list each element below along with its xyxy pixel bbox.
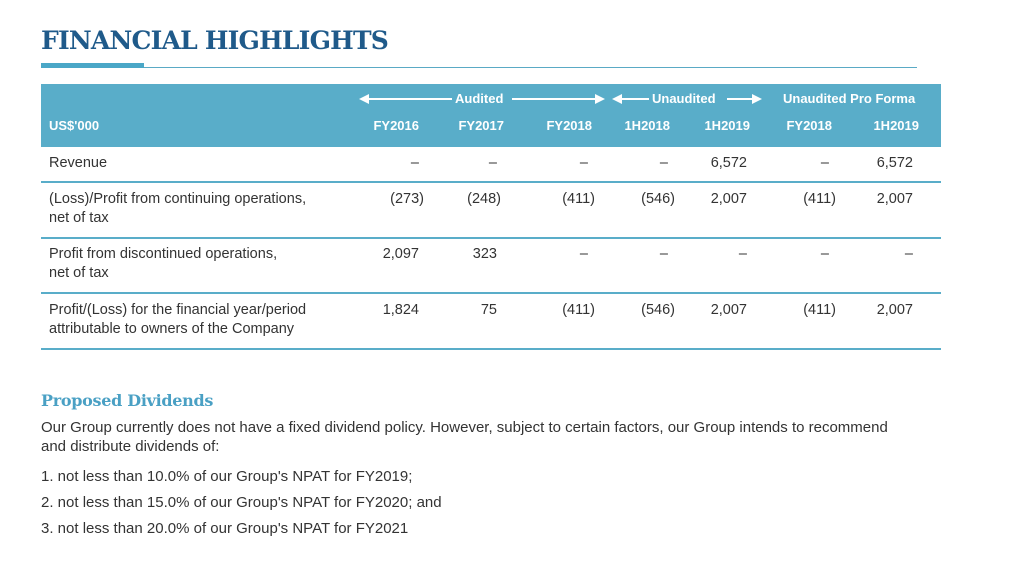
row-label-continued: net of tax <box>49 210 109 226</box>
list-item: 3. not less than 20.0% of our Group's NP… <box>41 520 409 537</box>
column-header: FY2018 <box>786 118 832 133</box>
table-cell: 75 <box>480 302 497 318</box>
table-cell: – <box>820 155 829 171</box>
table-cell: 323 <box>472 246 497 262</box>
row-label: Profit/(Loss) for the financial year/per… <box>49 302 307 318</box>
table-cell: – <box>659 155 668 171</box>
column-header: FY2018 <box>546 118 592 133</box>
table-cell: – <box>579 246 588 262</box>
table-cell: – <box>904 246 913 262</box>
group-line <box>512 98 597 100</box>
section-heading: Proposed Dividends <box>41 391 214 410</box>
table-cell: 2,097 <box>382 246 419 262</box>
table-cell: 1,824 <box>382 302 419 318</box>
table-cell: – <box>410 155 419 171</box>
group-audited: Audited <box>455 91 504 106</box>
arrow-left-icon <box>612 94 622 104</box>
table-cell: 2,007 <box>710 302 747 318</box>
group-line <box>621 98 649 100</box>
row-divider <box>41 181 941 183</box>
table-cell: – <box>488 155 497 171</box>
row-label: Revenue <box>49 155 108 171</box>
group-line <box>368 98 452 100</box>
list-item: 2. not less than 15.0% of our Group's NP… <box>41 494 442 511</box>
table-cell: 2,007 <box>876 191 913 207</box>
title-accent-bar <box>41 63 144 68</box>
column-header: FY2016 <box>373 118 419 133</box>
title-underline <box>41 67 917 68</box>
table-header-band <box>41 84 941 147</box>
table-cell: 6,572 <box>710 155 747 171</box>
table-cell: – <box>738 246 747 262</box>
row-label: (Loss)/Profit from continuing operations… <box>49 191 307 207</box>
table-cell: (411) <box>562 191 595 207</box>
table-cell: – <box>820 246 829 262</box>
group-pro-forma: Unaudited Pro Forma <box>783 91 916 106</box>
paragraph-line: and distribute dividends of: <box>41 438 220 455</box>
table-cell: 2,007 <box>876 302 913 318</box>
row-divider <box>41 292 941 294</box>
row-label: Profit from discontinued operations, <box>49 246 278 262</box>
table-cell: 6,572 <box>876 155 913 171</box>
group-line <box>727 98 754 100</box>
table-cell: 2,007 <box>710 191 747 207</box>
column-header: 1H2018 <box>624 118 670 133</box>
table-cell: (411) <box>803 191 836 207</box>
table-cell: – <box>579 155 588 171</box>
arrow-right-icon <box>595 94 605 104</box>
table-cell: (411) <box>562 302 595 318</box>
row-label-continued: attributable to owners of the Company <box>49 321 295 337</box>
table-cell: (273) <box>390 191 424 207</box>
column-header: 1H2019 <box>704 118 750 133</box>
row-divider <box>41 237 941 239</box>
column-header: 1H2019 <box>873 118 919 133</box>
row-divider <box>41 348 941 350</box>
list-item: 1. not less than 10.0% of our Group's NP… <box>41 468 413 485</box>
table-cell: – <box>659 246 668 262</box>
arrow-left-icon <box>359 94 369 104</box>
table-cell: (546) <box>641 302 675 318</box>
paragraph-line: Our Group currently does not have a fixe… <box>41 419 888 436</box>
table-cell: (546) <box>641 191 675 207</box>
column-header: FY2017 <box>458 118 504 133</box>
page-title: FINANCIAL HIGHLIGHTS <box>41 26 389 55</box>
arrow-right-icon <box>752 94 762 104</box>
row-label-continued: net of tax <box>49 265 109 281</box>
unit-label: US$'000 <box>49 118 100 133</box>
table-cell: (248) <box>467 191 501 207</box>
table-cell: (411) <box>803 302 836 318</box>
group-unaudited: Unaudited <box>652 91 716 106</box>
